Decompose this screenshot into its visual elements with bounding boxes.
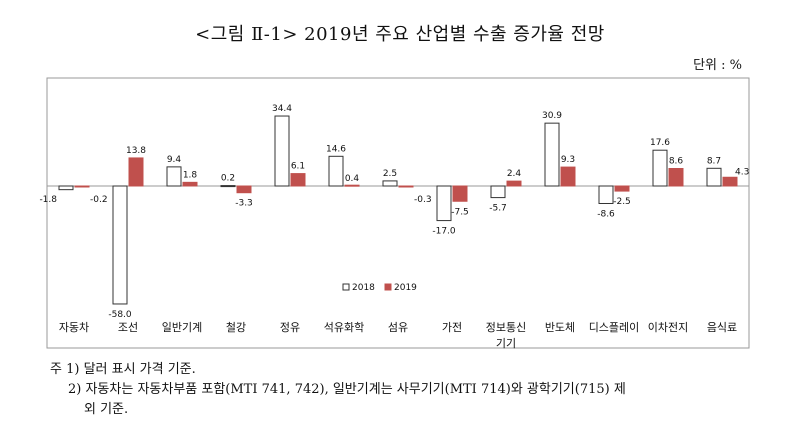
category-label-5: 정유 <box>280 321 300 334</box>
data-label-2019-9: 2.4 <box>507 169 522 179</box>
category-label-9-line2: 기기 <box>496 337 516 350</box>
data-label-2018-1: -1.8 <box>39 195 57 205</box>
bar-2018-13 <box>706 167 722 187</box>
category-label-11: 디스플레이 <box>589 321 640 334</box>
footnote-2: 2) 자동차는 자동차부품 포함(MTI 741, 742), 일반기계는 사무… <box>68 382 626 397</box>
data-label-2019-11: -2.5 <box>613 197 631 207</box>
footnote-2-continued: 외 기준. <box>84 402 129 417</box>
data-label-2018-12: 17.6 <box>650 138 670 148</box>
category-label-7: 섬유 <box>388 321 408 334</box>
bar-2018-11 <box>598 185 614 204</box>
data-label-2019-1: -0.2 <box>90 195 108 205</box>
category-label-4: 철강 <box>226 321 246 334</box>
data-label-2019-4: -3.3 <box>235 199 253 209</box>
data-label-2018-7: 2.5 <box>383 169 397 179</box>
chart-area: -1.8 -0.2 -58.0 13.8 9.41.8 0.2 -3.3 34.4 6.1 14.… <box>39 77 750 350</box>
category-label-9: 정보통신 <box>486 321 526 334</box>
category-label-13: 음식료 <box>707 321 737 334</box>
data-label-2019-7: -0.3 <box>414 195 432 205</box>
legend-label-2019: 2019 <box>394 283 417 293</box>
bar-2019-6 <box>344 184 360 187</box>
data-label-2018-10: 30.9 <box>542 111 562 121</box>
bar-2018-5 <box>274 115 290 187</box>
footnote-1: 주 1) 달러 표시 가격 기준. <box>50 362 196 377</box>
legend-swatch-2018 <box>342 283 350 291</box>
data-label-2019-12: 8.6 <box>669 157 684 167</box>
legend-swatch-2019 <box>384 283 392 291</box>
category-label-3: 일반기계 <box>162 320 202 334</box>
bar-2018-2 <box>112 185 128 305</box>
bar-2018-12 <box>652 149 668 187</box>
bar-2018-6 <box>328 155 344 187</box>
bar-2019-1 <box>74 185 90 188</box>
data-label-2019-3: 1.8 <box>183 170 198 180</box>
unit-label: 단위 : % <box>693 58 742 73</box>
data-label-2019-10: 9.3 <box>561 155 575 165</box>
bar-2019-2 <box>128 157 144 187</box>
footnotes: 주 1) 달러 표시 가격 기준. 2) 자동차는 자동차부품 포함(MTI 7… <box>50 360 626 420</box>
data-label-2018-3: 9.4 <box>167 155 182 165</box>
data-label-2018-11: -8.6 <box>597 209 615 219</box>
data-label-2018-6: 14.6 <box>326 144 346 154</box>
bar-2018-8 <box>436 185 452 222</box>
bar-2019-13 <box>722 176 738 187</box>
category-label-10: 반도체 <box>545 321 575 334</box>
bar-2018-7 <box>382 180 398 187</box>
data-label-2019-6: 0.4 <box>345 174 360 184</box>
data-label-2019-2: 13.8 <box>126 146 146 156</box>
bar-2019-11 <box>614 185 630 192</box>
data-label-2018-13: 8.7 <box>707 156 721 166</box>
bar-2019-12 <box>668 168 684 187</box>
bar-2019-10 <box>560 166 576 187</box>
category-label-2: 조선 <box>118 321 138 334</box>
category-label-1: 자동차 <box>59 321 89 334</box>
chart-title: <그림 Ⅱ-1> 2019년 주요 산업별 수출 증가율 전망 <box>195 24 605 45</box>
data-label-2018-5: 34.4 <box>272 104 292 114</box>
data-label-2018-4: 0.2 <box>221 174 235 184</box>
bar-2018-4 <box>220 185 236 188</box>
bar-2018-1 <box>58 185 74 191</box>
bar-2019-4 <box>236 185 252 194</box>
data-label-2019-8: -7.5 <box>451 207 469 217</box>
category-label-12: 이차전지 <box>648 321 688 334</box>
bar-2018-3 <box>166 166 182 187</box>
bar-2018-10 <box>544 122 560 187</box>
category-label-8: 가전 <box>442 321 462 334</box>
bar-2019-9 <box>506 180 522 187</box>
legend-label-2018: 2018 <box>352 283 375 293</box>
data-label-2019-13: 4.3 <box>735 167 749 177</box>
data-label-2018-2: -58.0 <box>108 310 132 320</box>
bar-2019-5 <box>290 173 306 187</box>
bar-2019-3 <box>182 181 198 187</box>
bar-2019-7 <box>398 185 414 188</box>
category-label-6: 석유화학 <box>324 321 364 334</box>
bar-2019-8 <box>452 185 468 202</box>
data-label-2018-9: -5.7 <box>489 204 507 214</box>
bar-2018-9 <box>490 185 506 199</box>
data-label-2018-8: -17.0 <box>432 227 456 237</box>
data-label-2019-5: 6.1 <box>291 162 305 172</box>
plot-frame <box>46 77 750 349</box>
